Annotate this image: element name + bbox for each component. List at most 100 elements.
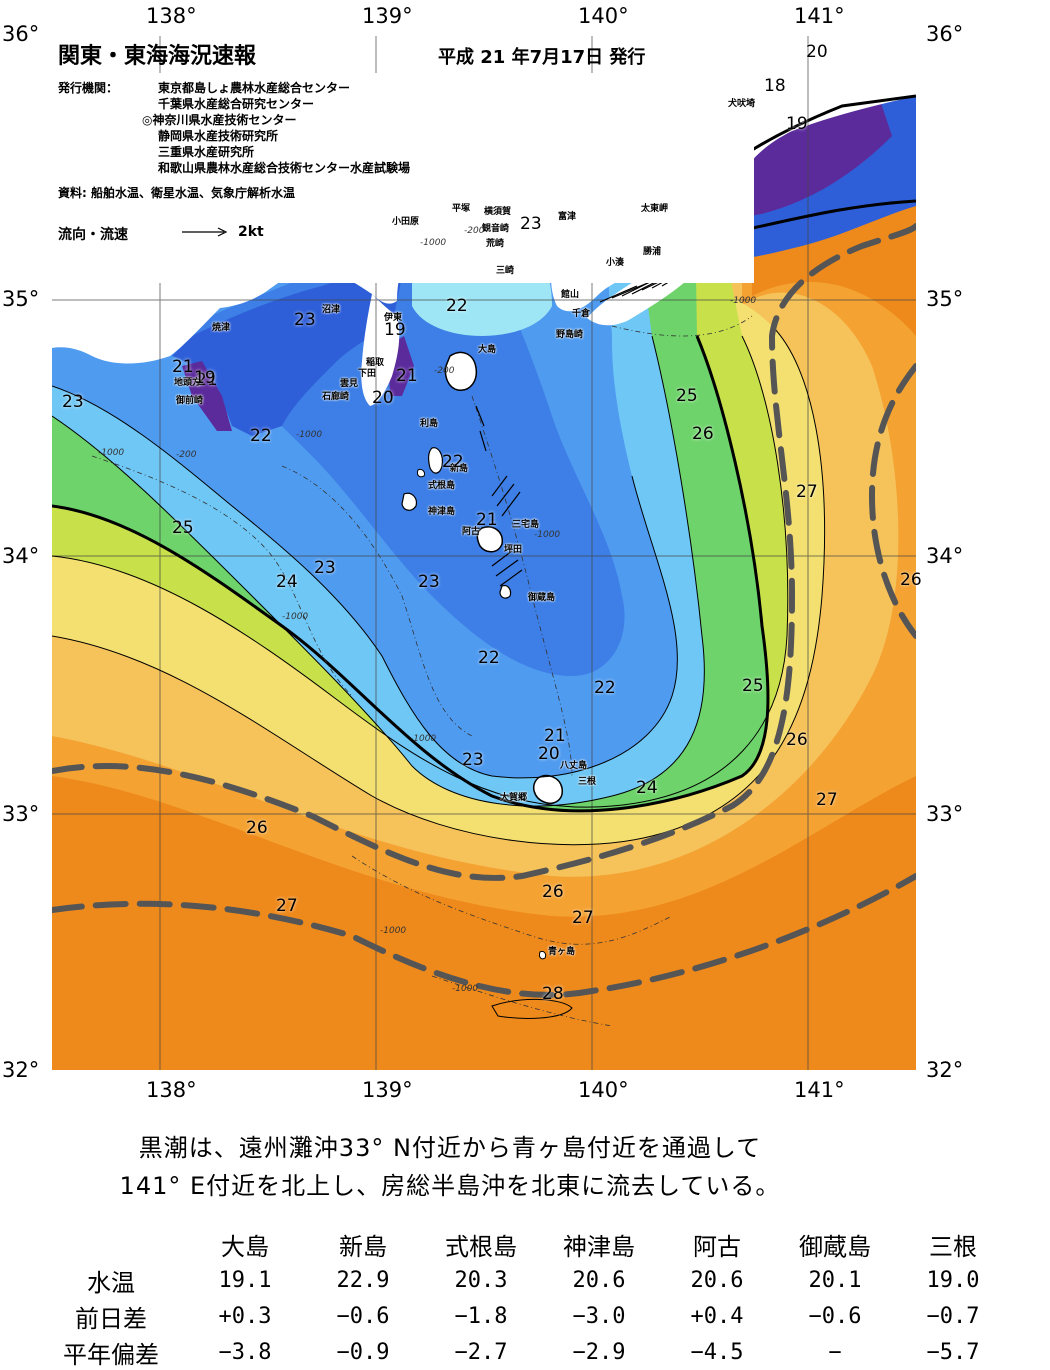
lat-tick-right-32: 32°: [926, 1058, 964, 1082]
table-cell: 20.6: [690, 1267, 744, 1293]
flow-legend-label: 流向・流速: [58, 227, 128, 243]
sea-cold: [172, 271, 402, 436]
isotherm-label: 19: [786, 114, 808, 134]
table-cell: −3.0: [572, 1303, 626, 1329]
row-label-daily-diff: 前日差: [75, 1304, 147, 1333]
table-cell: 20.6: [572, 1267, 626, 1293]
table-cell: −: [828, 1339, 842, 1365]
agency-label: 発行機関：: [58, 81, 119, 95]
lat-tick-right-33: 33°: [926, 802, 964, 826]
isotherm-label: 25: [172, 518, 194, 538]
lat-tick-right-34: 34°: [926, 544, 964, 568]
table-row: 水温 19.1 22.9 20.3 20.6 20.6 20.1 19.0: [36, 1262, 1012, 1298]
flow-scale-label: 2kt: [238, 224, 264, 240]
place-mitsune: 三根: [578, 777, 597, 787]
row-label-normal-deviation: 平年偏差: [63, 1340, 159, 1369]
data-sources: 資料: 船舶水温、衛星水温、気象庁解析水温: [58, 186, 295, 200]
isotherm-label: 26: [246, 818, 268, 838]
table-row: 平年偏差 −3.8 −0.9 −2.7 −2.9 −4.5 − −5.7: [36, 1334, 1012, 1370]
place-ako: 阿古: [462, 527, 481, 537]
land-oshima: [444, 351, 478, 391]
table-cell: −5.7: [926, 1339, 980, 1365]
summary-line-1: 黒潮は、遠州灘沖33° N付近から青ヶ島付近を通過して: [138, 1134, 762, 1162]
isotherm-label: 27: [572, 908, 594, 928]
place-futtsu: 富津: [558, 212, 577, 222]
land-hachijojima: [533, 774, 563, 804]
kuroshio-axis: [52, 223, 916, 998]
table-cell: 22.9: [336, 1267, 390, 1293]
station-shikinejima: 式根島: [445, 1232, 517, 1261]
place-tateyama: 館山: [561, 290, 580, 300]
table-corner: [36, 1226, 186, 1262]
place-mikurajima: 御蔵島: [528, 593, 556, 603]
isotherm-label: 26: [786, 730, 808, 750]
place-katsuura: 勝浦: [643, 247, 662, 257]
depth-label: -1000: [296, 430, 323, 440]
place-niijima: 新島: [450, 464, 469, 474]
lat-tick-left-33: 33°: [2, 802, 40, 826]
isotherm-label: 26: [900, 570, 922, 590]
isotherm-label: 22: [594, 678, 616, 698]
table-cell: 19.0: [926, 1267, 980, 1293]
isotherm-label: 23: [462, 750, 484, 770]
agency-mie: 三重県水産研究所: [158, 145, 255, 159]
depth-contours: [91, 315, 753, 1027]
isotherm-label: 26: [542, 882, 564, 902]
row-label-water-temp: 水温: [87, 1268, 135, 1297]
table-cell: 20.3: [454, 1267, 508, 1293]
isotherm-label: 22: [446, 296, 468, 316]
isotherm-label: 21: [196, 370, 218, 390]
place-misaki: 三崎: [496, 266, 515, 276]
table-cell: −4.5: [690, 1339, 744, 1365]
place-shikinejima: 式根島: [428, 481, 456, 491]
place-inatori: 稲取: [366, 358, 385, 368]
isotherm-label: 21: [544, 726, 566, 746]
place-omaezaki: 御前崎: [176, 396, 204, 406]
depth-label: -1000: [98, 448, 125, 458]
place-ito: 伊東: [384, 313, 403, 323]
place-okago: 大賀郷: [500, 793, 528, 803]
legend-box: [106, 73, 754, 283]
isotherm-label: 20: [806, 42, 828, 62]
isotherm-label: 25: [742, 676, 764, 696]
isotherm-label: 26: [692, 424, 714, 444]
table-cell: −0.7: [926, 1303, 980, 1329]
place-hiratsuka: 平塚: [452, 204, 471, 214]
depth-label: -1000: [534, 530, 561, 540]
place-kozushima: 神津島: [428, 507, 456, 517]
place-toshima: 利島: [420, 419, 439, 429]
table-cell: 19.1: [218, 1267, 272, 1293]
summary-line-2: 141° E付近を北上し、房総半島沖を北東に流去している。: [119, 1172, 781, 1200]
depth-label: -200: [176, 450, 197, 460]
isotherm-label: 23: [418, 572, 440, 592]
agency-chiba: 千葉県水産総合研究センター: [158, 97, 315, 111]
isotherm-label: 20: [538, 744, 560, 764]
lat-tick-left-35: 35°: [2, 287, 40, 311]
sea-temperature-map: [52, 36, 916, 1070]
flow-scale-arrow-icon: [182, 227, 228, 237]
lon-tick-top-140: 140°: [578, 4, 629, 28]
table-cell: −0.6: [336, 1303, 390, 1329]
isotherm-label: 28: [542, 984, 564, 1004]
agency-kanagawa: ◎神奈川県水産技術センター: [142, 113, 297, 127]
place-jitogata: 地頭方: [174, 378, 202, 388]
depth-label: -1000: [730, 296, 757, 306]
table-cell: +0.3: [218, 1303, 272, 1329]
place-arasaki: 荒崎: [486, 239, 505, 249]
place-taitomisaki: 太東岬: [641, 204, 669, 214]
place-inubosaki: 犬吠埼: [728, 99, 756, 109]
station-niijima: 新島: [339, 1232, 387, 1261]
land-kozushima: [401, 492, 417, 511]
table-header-row: 大島 新島 式根島 神津島 阿古 御蔵島 三根: [36, 1226, 1012, 1262]
lon-tick-top-139: 139°: [362, 4, 413, 28]
depth-label: -1000: [452, 984, 479, 994]
isotherm-label: 21: [396, 366, 418, 386]
isotherms: [52, 94, 916, 1019]
lon-tick-bottom-140: 140°: [578, 1078, 629, 1102]
land-izu: [361, 294, 400, 406]
land-miyakejima: [476, 526, 503, 553]
isotherm-label: 22: [442, 452, 464, 472]
agency-wakayama: 和歌山県農林水産総合技術センター水産試験場: [158, 161, 411, 175]
depth-label: -1000: [380, 926, 407, 936]
issue-date: 平成 21 年7月17日 発行: [438, 47, 646, 68]
